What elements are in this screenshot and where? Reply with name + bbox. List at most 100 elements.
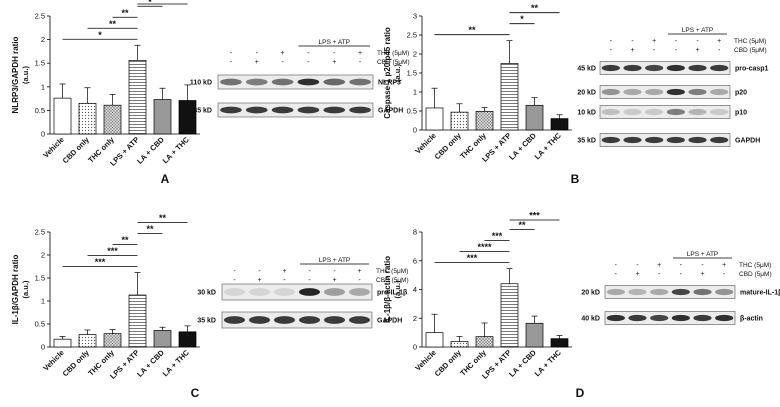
- blot-band: [666, 136, 685, 144]
- significance-label: *: [161, 0, 165, 5]
- y-tick-label: 0: [413, 343, 417, 352]
- protein-label: NLRP3: [378, 80, 401, 87]
- panel-letter: B: [571, 172, 580, 186]
- lps-atp-label: LPS + ATP: [319, 39, 351, 46]
- treatment-sign: +: [357, 268, 361, 275]
- x-tick-label: LA + THC: [161, 135, 192, 166]
- western-blot-d: LPS + ATP- - + - - + THC (5μM)- + - - + - CBD (5μM)2…: [581, 251, 780, 325]
- treatment-sign: -: [233, 268, 236, 275]
- blot-band: [324, 288, 345, 296]
- blot-band: [220, 106, 242, 114]
- blot-band: [623, 64, 642, 72]
- treatment-sign: -: [281, 59, 284, 66]
- treatment-sign: -: [658, 271, 661, 278]
- protein-label: mature-IL-1β: [740, 290, 780, 297]
- significance-label: *: [520, 14, 524, 24]
- blot-band: [299, 288, 320, 296]
- blot-band: [349, 316, 370, 324]
- blot-band: [601, 88, 620, 96]
- treatment-sign: -: [675, 47, 678, 54]
- y-tick-label: 2: [413, 314, 417, 323]
- significance-label: *: [148, 0, 152, 7]
- molecular-weight-label: 110 kD: [190, 80, 212, 87]
- western-blot-b: LPS + ATP- - + - - + THC (5μM)- + - - + - CBD (5μM)4…: [577, 27, 769, 147]
- blot-band: [349, 106, 371, 114]
- blot-band: [666, 64, 685, 72]
- x-tick-label: CBD only: [433, 347, 464, 378]
- chart-panel-b: 0 0.5 1 1.5 2 2.5 3 Caspase-1 p20/p45 ratio (a.u…: [383, 3, 580, 186]
- blot-band: [271, 78, 294, 86]
- significance-label: ****: [477, 242, 492, 252]
- bar-la-thc: [550, 118, 569, 131]
- bar-la-thc: [178, 331, 197, 348]
- treatment-sign: -: [308, 268, 311, 275]
- blot-band: [324, 316, 345, 324]
- y-tick-label: 2.5: [407, 31, 417, 40]
- y-axis-label: Caspase-1 p20/p45 ratio: [383, 27, 392, 119]
- significance-label: ***: [467, 253, 478, 263]
- blot-band: [224, 288, 245, 296]
- blot-band: [645, 64, 664, 72]
- bar-la-thc: [550, 338, 569, 348]
- blot-band: [297, 106, 320, 114]
- bar-lps-atp: [500, 63, 519, 131]
- treatment-label: THC (5μM): [377, 50, 409, 57]
- y-tick-label: 2: [41, 251, 45, 260]
- molecular-weight-label: 35 kD: [577, 138, 596, 145]
- blot-band: [650, 314, 669, 322]
- molecular-weight-label: 45 kD: [577, 66, 596, 73]
- molecular-weight-label: 35 kD: [193, 108, 212, 115]
- blot-band: [349, 78, 371, 86]
- bar-thc-only: [103, 333, 122, 348]
- y-tick-label: 2: [413, 50, 417, 59]
- blot-strip: [221, 283, 373, 301]
- treatment-sign: +: [332, 277, 336, 284]
- blot-band: [715, 314, 734, 322]
- significance-label: ***: [492, 231, 503, 241]
- blot-band: [249, 288, 270, 296]
- bar-la-cbd: [525, 322, 544, 348]
- bar-cbd-only: [78, 334, 97, 348]
- y-tick-label: 3: [413, 12, 417, 21]
- significance-label: **: [121, 235, 129, 245]
- treatment-sign: -: [230, 59, 233, 66]
- molecular-weight-label: 30 kD: [197, 290, 216, 297]
- y-tick-label: 0.5: [35, 106, 45, 115]
- blot-band: [693, 288, 712, 296]
- blot-band: [715, 288, 734, 296]
- treatment-sign: -: [653, 47, 656, 54]
- blot-band: [299, 316, 320, 324]
- y-tick-label: 2.5: [35, 228, 45, 237]
- protein-label: GAPDH: [735, 138, 760, 145]
- y-tick-label: 1: [41, 82, 45, 91]
- y-axis-unit: (a.u.): [21, 66, 30, 84]
- chart-panel-c: 00.511.522.5IL-1β/GAPDH ratio (a.u.)Vehic…: [11, 213, 200, 400]
- significance-label: **: [159, 213, 167, 223]
- treatment-sign: -: [718, 47, 721, 54]
- blot-band: [710, 64, 729, 72]
- bar-lps-atp: [500, 283, 519, 348]
- y-tick-label: 6: [413, 256, 417, 265]
- blot-band: [645, 88, 664, 96]
- y-tick-label: 0.5: [35, 320, 45, 329]
- blot-strip: [217, 102, 374, 118]
- blot-band: [323, 78, 346, 86]
- treatment-sign: -: [615, 271, 618, 278]
- significance-label: **: [109, 19, 117, 29]
- bar-vehicle: [425, 332, 444, 348]
- treatment-label: CBD (5μM): [376, 277, 409, 284]
- y-tick-label: 1.5: [407, 69, 417, 78]
- blot-band: [601, 64, 620, 72]
- y-axis-label: NLRP3/GAPDH ratio: [11, 36, 20, 113]
- treatment-sign: -: [680, 271, 683, 278]
- panel-letter: C: [191, 386, 200, 400]
- western-blot-a: LPS + ATP - - + - - + THC (5μM) - + - - + - CBD (5μM) 1…: [190, 39, 410, 118]
- x-tick-label: CBD only: [61, 134, 92, 165]
- molecular-weight-label: 40 kD: [581, 316, 600, 323]
- y-tick-label: 0: [41, 130, 45, 139]
- treatment-label: CBD (5μM): [739, 271, 772, 278]
- treatment-sign: +: [657, 262, 661, 269]
- treatment-sign: -: [307, 59, 310, 66]
